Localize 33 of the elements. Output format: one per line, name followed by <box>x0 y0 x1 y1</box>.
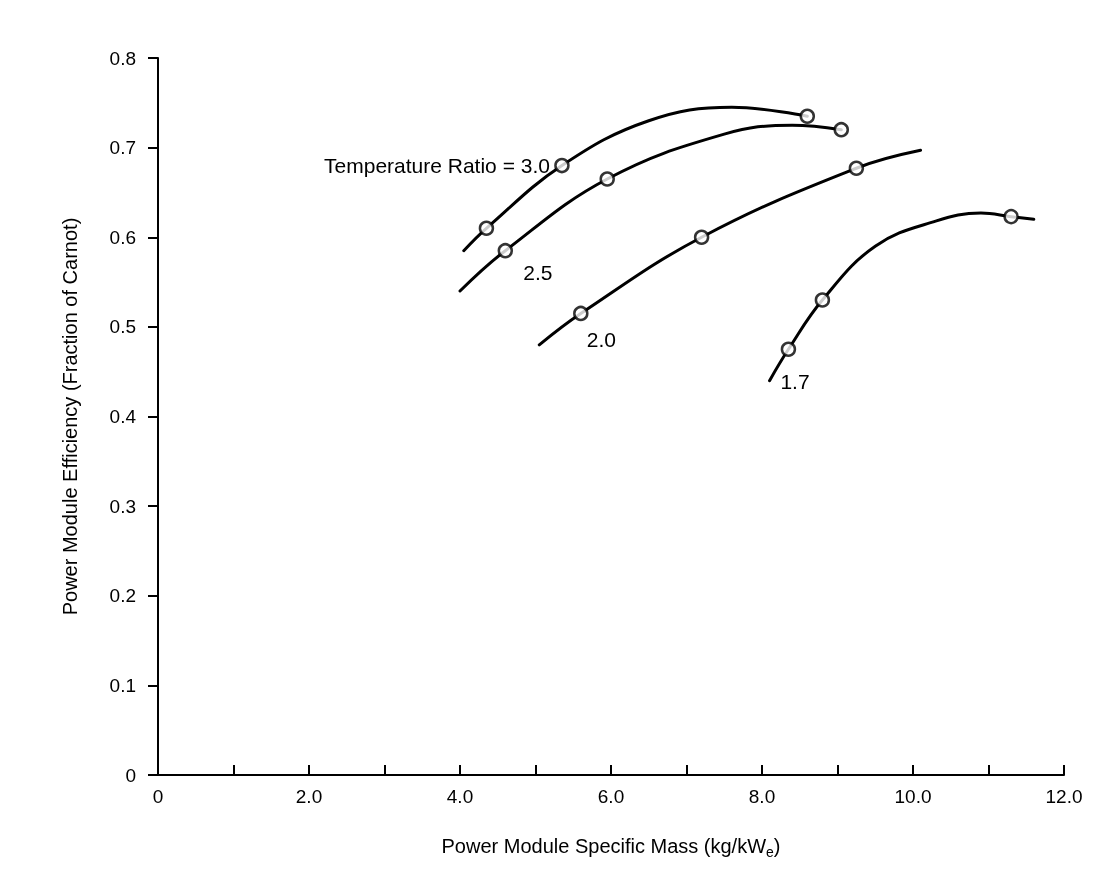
point <box>833 121 850 138</box>
point <box>554 157 570 174</box>
series-label: Temperature Ratio = 3.0 <box>324 154 550 178</box>
y-tick-label: 0.3 <box>109 495 136 517</box>
x-tick-label: 2.0 <box>295 786 323 807</box>
point <box>497 242 514 259</box>
point <box>599 171 615 187</box>
series-label: 2.5 <box>523 261 553 285</box>
point <box>848 160 865 176</box>
y-tick-label: 0.6 <box>109 226 136 248</box>
y-tick-label: 0 <box>125 764 136 786</box>
y-tick-label: 0.1 <box>109 674 136 696</box>
x-tick-label: 6.0 <box>597 786 625 807</box>
x-tick-label: 4.0 <box>446 786 474 807</box>
x-tick-label: 8.0 <box>748 786 776 807</box>
point <box>799 108 816 124</box>
series-label: 1.7 <box>780 369 810 393</box>
point <box>1003 208 1019 225</box>
y-tick-label: 0.4 <box>109 406 137 427</box>
point <box>693 229 710 245</box>
x-tick-label: 0 <box>152 786 164 807</box>
point <box>478 220 495 237</box>
y-tick-label: 0.8 <box>109 47 136 69</box>
point <box>573 305 589 322</box>
point <box>814 292 831 308</box>
y-tick-label: 0.5 <box>109 316 136 338</box>
point <box>780 341 797 358</box>
x-tick-label: 10.0 <box>894 786 932 807</box>
x-tick-label: 12.0 <box>1045 786 1083 807</box>
y-tick-label: 0.7 <box>109 137 136 159</box>
y-axis-title: Power Module Efficiency (Fraction of Carnot) <box>59 217 81 616</box>
series-label: 2.0 <box>586 327 616 351</box>
y-tick-label: 0.2 <box>109 585 136 607</box>
